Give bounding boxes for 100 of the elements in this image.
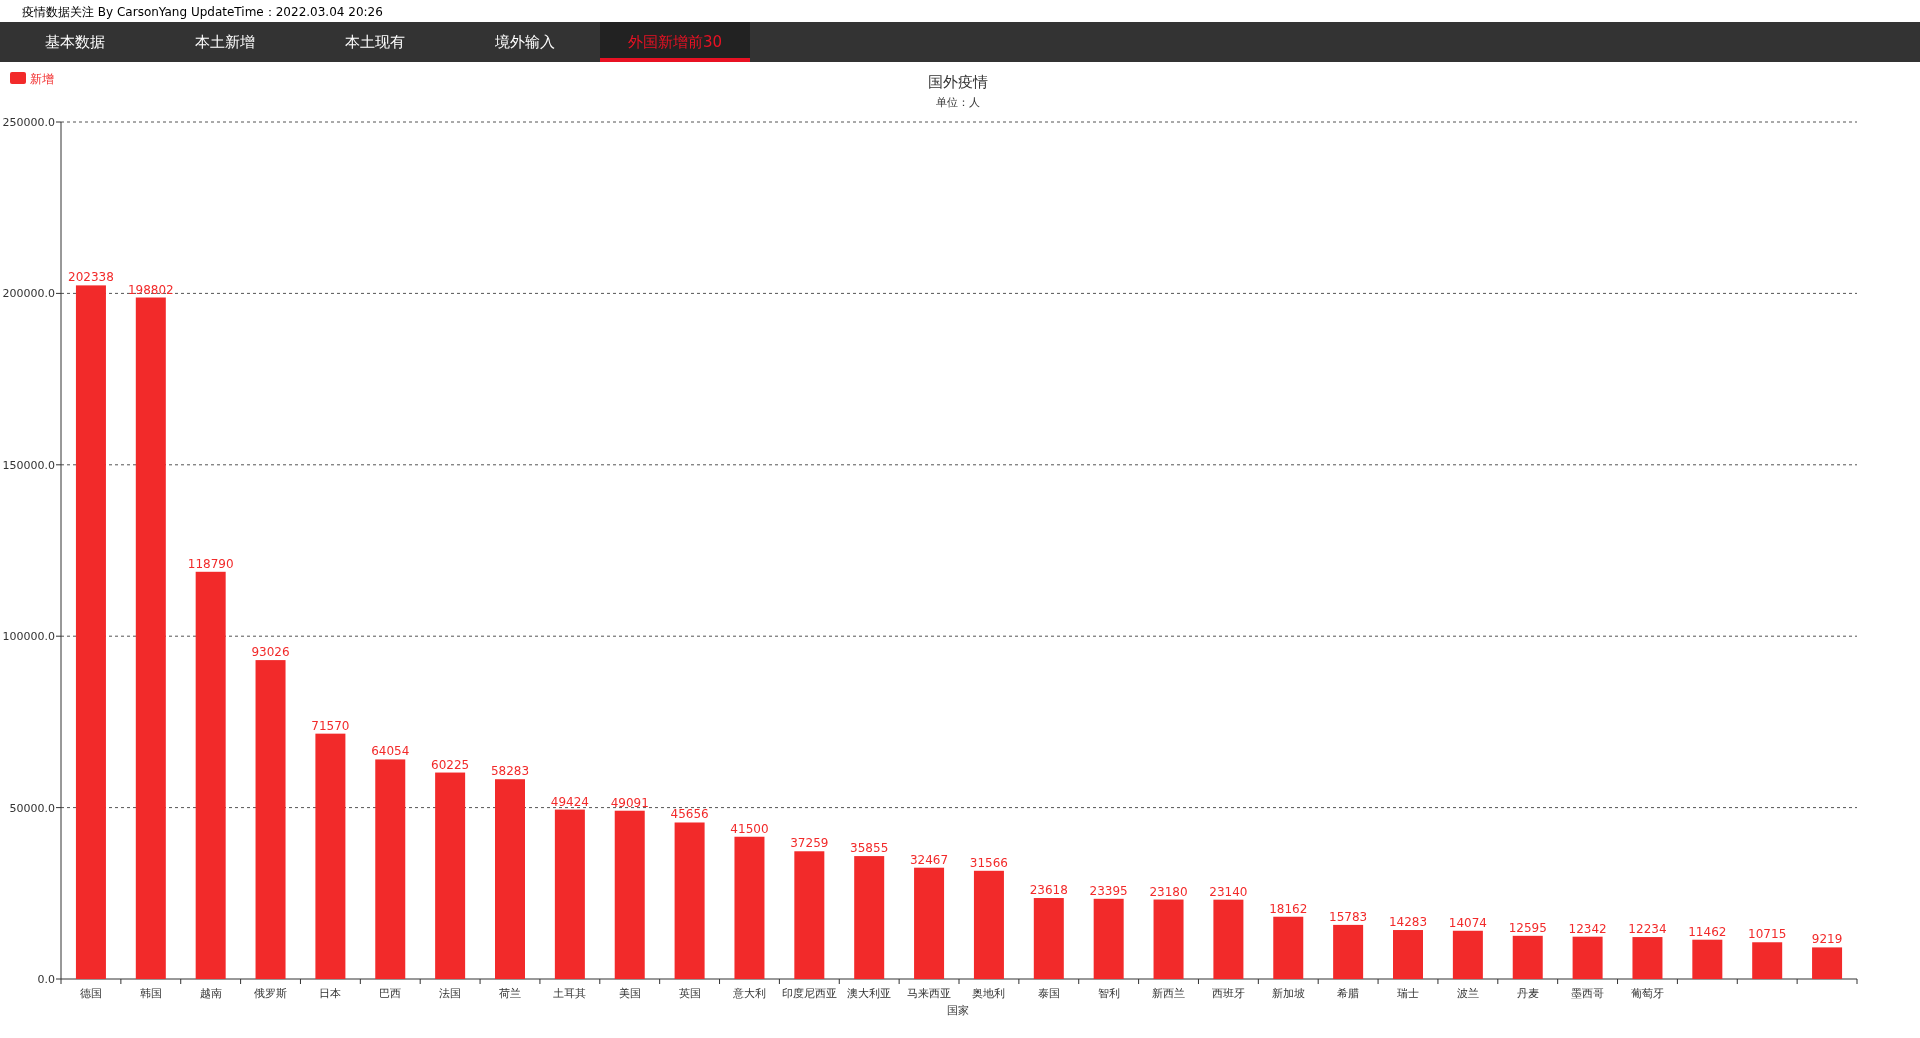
bar: [914, 867, 945, 979]
y-tick-label: 200000.0: [2, 287, 55, 301]
bar: [435, 772, 466, 979]
bar: [734, 836, 765, 979]
data-label: 49091: [610, 795, 649, 810]
x-axis-title: 国家: [947, 1004, 969, 1017]
y-tick-label: 150000.0: [2, 458, 55, 472]
data-label: 198802: [127, 282, 174, 297]
bar: [1512, 935, 1543, 979]
y-tick-label: 50000.0: [9, 801, 55, 815]
bar: [1752, 942, 1783, 979]
x-tick-label: 韩国: [139, 987, 162, 1000]
data-label: 64054: [371, 744, 410, 759]
x-tick-label: 泰国: [1037, 987, 1060, 1000]
x-tick-label: 日本: [319, 987, 342, 1000]
legend-label: 新增: [30, 72, 54, 86]
data-label: 49424: [550, 794, 589, 809]
bar: [1273, 916, 1304, 979]
bar: [315, 733, 346, 979]
x-tick-label: 俄罗斯: [254, 987, 288, 1000]
bar: [135, 297, 166, 979]
bar: [973, 870, 1004, 979]
x-tick-label: 墨西哥: [1571, 987, 1605, 1000]
x-tick-label: 澳大利亚: [847, 987, 892, 1000]
data-label: 10715: [1748, 927, 1787, 942]
x-tick-label: 奥地利: [972, 987, 1006, 1000]
x-tick-label: 美国: [618, 987, 641, 1000]
bar: [1692, 939, 1723, 979]
data-label: 23618: [1029, 883, 1068, 898]
x-tick-label: 瑞士: [1397, 987, 1419, 1000]
bar: [1333, 924, 1364, 979]
x-tick-label: 新西兰: [1152, 987, 1186, 1000]
bar: [1572, 936, 1603, 979]
bar: [854, 856, 885, 979]
data-label: 31566: [969, 855, 1009, 870]
x-tick-label: 波兰: [1456, 987, 1479, 1000]
bar: [195, 571, 226, 979]
data-label: 60225: [431, 757, 470, 772]
bar: [375, 759, 406, 979]
bar: [554, 809, 585, 979]
data-label: 11462: [1688, 924, 1727, 939]
data-label: 71570: [311, 718, 350, 733]
x-tick-label: 土耳其: [553, 987, 587, 1000]
bar: [794, 851, 825, 979]
bar: [1632, 937, 1663, 979]
data-label: 14074: [1448, 915, 1487, 930]
text: 本土现有: [345, 33, 405, 51]
x-tick-label: 马来西亚: [907, 987, 952, 1000]
data-label: 37259: [790, 836, 829, 851]
bar: [1093, 898, 1124, 979]
data-label: 12595: [1508, 920, 1547, 935]
data-label: 15783: [1329, 909, 1368, 924]
bar: [674, 822, 705, 979]
bar: [614, 810, 645, 979]
chart-subtitle: 单位：人: [936, 96, 980, 109]
y-tick-label: 0.0: [37, 973, 55, 986]
chart-title: 国外疫情: [928, 73, 988, 91]
text: 境外输入: [494, 33, 555, 51]
bar: [1393, 930, 1423, 979]
bar: [1812, 947, 1843, 979]
data-label: 118790: [187, 556, 234, 571]
data-label: 12342: [1568, 921, 1607, 936]
data-label: 93026: [251, 645, 290, 660]
x-tick-label: 西班牙: [1211, 987, 1245, 1000]
x-tick-label: 英国: [678, 987, 701, 1000]
data-label: 18162: [1269, 901, 1308, 916]
x-tick-label: 智利: [1097, 987, 1120, 1000]
x-tick-label: 法国: [439, 987, 462, 1000]
bar: [1452, 930, 1483, 979]
x-tick-label: 丹麦: [1516, 987, 1539, 1000]
bar: [495, 779, 525, 979]
data-label: 23395: [1089, 883, 1128, 898]
bar: [1153, 899, 1184, 979]
bar: [1033, 898, 1064, 979]
data-label: 32467: [909, 852, 949, 867]
x-tick-label: 印度尼西亚: [781, 987, 837, 1000]
data-label: 9219: [1811, 932, 1843, 947]
bar: [75, 285, 106, 979]
data-label: 23180: [1149, 884, 1188, 899]
text: 疫情数据关注 By CarsonYang UpdateTime：2022.03.04 20:26: [22, 5, 383, 19]
text: 外国新增前30: [627, 33, 723, 51]
data-label: 12234: [1628, 922, 1667, 937]
y-tick-label: 100000.0: [2, 630, 55, 644]
data-label: 35855: [850, 841, 889, 856]
x-tick-label: 巴西: [379, 987, 402, 1000]
x-tick-label: 意大利: [731, 987, 766, 1000]
x-tick-label: 荷兰: [499, 987, 521, 1000]
bar: [255, 660, 286, 979]
x-tick-label: 葡萄牙: [1630, 987, 1664, 1000]
data-label: 14283: [1388, 915, 1428, 930]
data-label: 58283: [490, 764, 530, 779]
x-tick-label: 越南: [199, 987, 222, 1000]
bar: [1213, 899, 1244, 979]
x-tick-label: 新加坡: [1271, 987, 1305, 1000]
x-tick-label: 希腊: [1337, 987, 1360, 1000]
data-label: 41500: [730, 821, 769, 836]
data-label: 202338: [68, 270, 114, 285]
text: 基本数据: [45, 33, 105, 51]
data-label: 45656: [670, 807, 709, 822]
y-tick-label: 250000.0: [2, 116, 55, 129]
